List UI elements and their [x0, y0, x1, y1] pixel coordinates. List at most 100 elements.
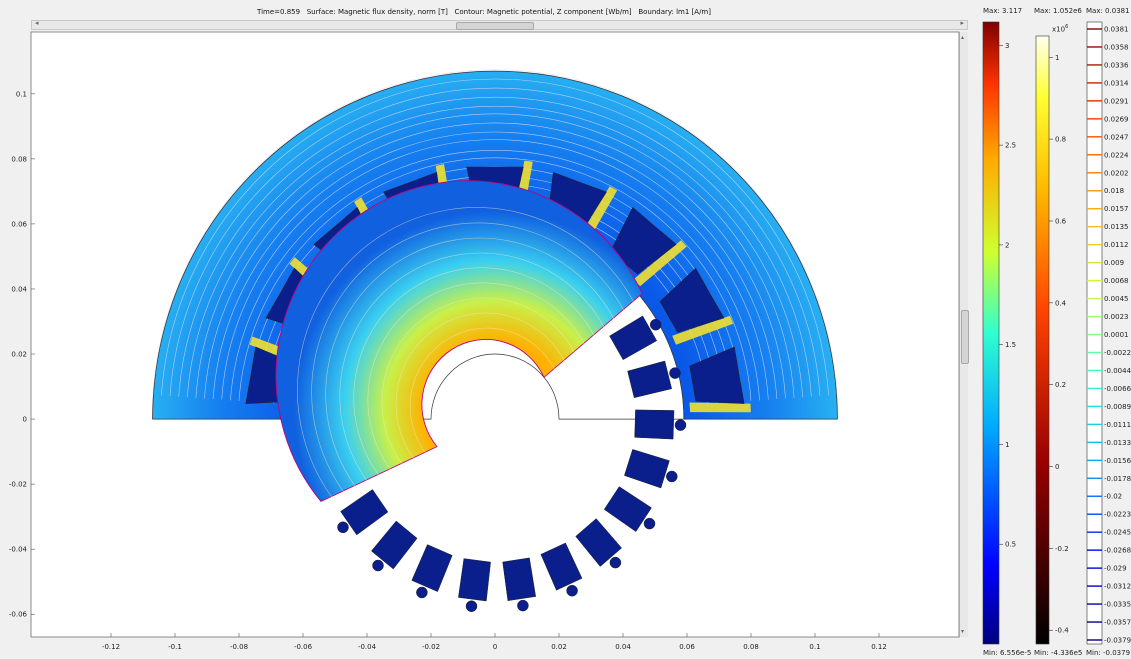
scroll-left-arrow-icon[interactable]: ◂: [35, 19, 39, 27]
exponent-base: x10: [1052, 25, 1066, 34]
scroll-down-arrow-icon[interactable]: ▾: [961, 628, 965, 635]
x-tick-label: -0.04: [358, 643, 377, 651]
rotor-slot: [634, 409, 675, 440]
stator-contour-line: [221, 139, 769, 400]
stator-contour-line: [230, 149, 760, 401]
x-tick-label: -0.08: [230, 643, 248, 651]
stator-tooth: [689, 402, 751, 413]
contour-legend-label: 0.0112: [1104, 241, 1129, 249]
contour-legend-label: 0.0001: [1104, 331, 1129, 339]
contour-legend-label: 0.0269: [1104, 115, 1129, 123]
contour-legend-label: -0.0111: [1104, 421, 1131, 429]
contour-legend-label: -0.0066: [1104, 385, 1131, 393]
contour-legend-label: 0.009: [1104, 259, 1124, 267]
flux-colorbar-tick-label: 0.5: [1005, 541, 1016, 549]
plot-title: Time=0.859 Surface: Magnetic flux densit…: [257, 8, 711, 16]
rotor-contour-line: [409, 327, 556, 455]
rotor-slot: [371, 520, 418, 570]
stator-tooth: [672, 315, 734, 345]
x-tick-label: -0.1: [168, 643, 182, 651]
y-tick-label: -0.04: [9, 546, 28, 554]
horizontal-scroll-thumb[interactable]: [456, 22, 534, 30]
x-tick-label: 0.1: [809, 643, 820, 651]
contour-legend-label: -0.0089: [1104, 403, 1131, 411]
boundary-colorbar-tick-label: 0.8: [1055, 136, 1066, 144]
stator-contour-line: [169, 87, 821, 397]
rotor-slot: [411, 544, 453, 592]
scroll-right-arrow-icon[interactable]: ▸: [960, 19, 964, 27]
stator-contour-line: [204, 122, 786, 399]
scroll-up-arrow-icon[interactable]: ▴: [961, 34, 965, 41]
flux-min-label: Min: 6.556e-5: [983, 649, 1032, 657]
flux-colorbar-tick-label: 2: [1005, 241, 1009, 249]
boundary-colorbar-tick-label: 1: [1055, 54, 1059, 62]
rotor-contour-line: [339, 252, 607, 485]
rotor-contour-line: [395, 312, 566, 461]
contour-legend-label: -0.0357: [1104, 619, 1131, 627]
flux-colorbar-tick-label: 1.5: [1005, 341, 1016, 349]
rotor-bar: [649, 318, 662, 331]
y-tick-label: 0: [23, 416, 27, 424]
rotor-contour-line: [381, 297, 576, 467]
rotor-contour-line: [353, 267, 597, 479]
rotor-bar: [674, 419, 687, 431]
contour-legend-label: 0.0045: [1104, 295, 1129, 303]
rotor-contour-line: [367, 282, 587, 473]
rotor-bar: [416, 586, 428, 599]
y-tick-label: 0.1: [16, 90, 27, 98]
rotor-bar: [666, 470, 678, 483]
x-tick-label: 0.02: [551, 643, 567, 651]
contour-legend-label: -0.0312: [1104, 583, 1131, 591]
rotor-contour-line: [325, 237, 617, 491]
boundary-colorbar-tick-label: -0.2: [1055, 545, 1069, 553]
contour-max-label: Max: 0.0381: [1086, 7, 1130, 15]
stator-contour-line: [238, 157, 752, 401]
y-tick-label: 0.04: [11, 285, 27, 293]
y-tick-label: -0.02: [9, 481, 27, 489]
x-tick-label: 0: [493, 643, 497, 651]
rotor-sector: [275, 180, 643, 503]
stator-slot: [659, 267, 725, 333]
contour-legend-label: 0.0202: [1104, 169, 1129, 177]
contour-legend-label: -0.0156: [1104, 457, 1131, 465]
stator-contour-line: [212, 131, 778, 400]
stator-tooth: [633, 240, 687, 287]
x-tick-label: -0.02: [422, 643, 440, 651]
rotor-slot: [575, 518, 622, 567]
contour-legend-box: [1086, 21, 1103, 645]
stator-contour-line: [178, 96, 812, 397]
contour-legend-label: -0.0223: [1104, 511, 1131, 519]
contour-legend-label: 0.0023: [1104, 313, 1129, 321]
contour-min-label: Min: -0.0379: [1086, 649, 1131, 657]
boundary-colorbar: [1035, 35, 1050, 645]
boundary-colorbar-tick-label: 0.4: [1055, 299, 1067, 307]
boundary-colorbar-tick-label: 0: [1055, 463, 1059, 471]
contour-legend-label: -0.0133: [1104, 439, 1131, 447]
contour-legend-label: -0.0379: [1104, 637, 1131, 645]
rotor-slot: [624, 449, 670, 489]
boundary-colorbar-tick-label: 0.2: [1055, 381, 1066, 389]
contour-legend-label: -0.029: [1104, 565, 1127, 573]
x-tick-label: 0.12: [871, 643, 887, 651]
contour-legend-label: 0.0314: [1104, 79, 1129, 87]
boundary-min-label: Min: -4.336e5: [1034, 649, 1083, 657]
vertical-scroll-thumb[interactable]: [961, 310, 969, 364]
horizontal-scrollbar[interactable]: ◂ ▸: [31, 19, 968, 30]
contour-legend-label: 0.018: [1104, 187, 1124, 195]
y-tick-label: 0.06: [11, 220, 27, 228]
contour-legend-label: 0.0291: [1104, 97, 1129, 105]
boundary-colorbar-tick-label: -0.4: [1055, 627, 1069, 635]
boundary-exponent-label: x106: [1052, 24, 1068, 33]
contour-legend-label: -0.0245: [1104, 529, 1131, 537]
stator-contour-line: [187, 105, 803, 398]
x-tick-label: 0.04: [615, 643, 631, 651]
y-tick-label: 0.08: [11, 155, 27, 163]
y-tick-label: -0.06: [9, 611, 28, 619]
rotor-bar: [669, 367, 681, 379]
rotor-bar: [517, 599, 529, 612]
rotor-slot: [458, 558, 491, 602]
contour-legend-label: 0.0068: [1104, 277, 1129, 285]
contour-legend-label: -0.0178: [1104, 475, 1131, 483]
flux-colorbar-tick-label: 3: [1005, 42, 1009, 50]
